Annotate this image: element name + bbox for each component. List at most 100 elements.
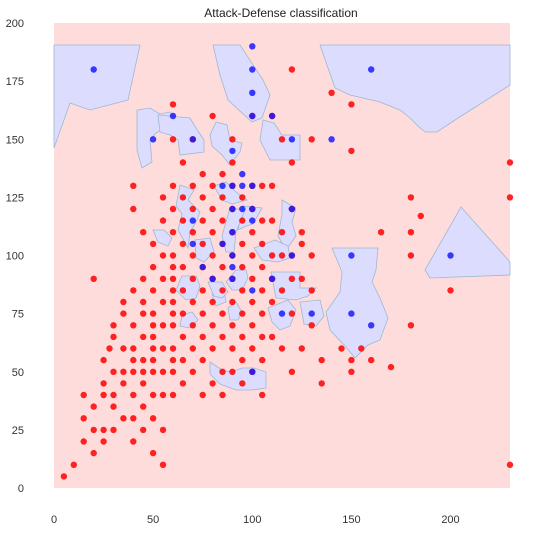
red-data-point: [189, 275, 196, 282]
red-data-point: [169, 252, 177, 259]
red-data-point: [159, 391, 167, 399]
blue-data-point: [368, 322, 375, 329]
red-data-point: [169, 182, 177, 189]
red-data-point: [100, 356, 107, 364]
red-data-point: [239, 356, 246, 364]
blue-decision-region: [319, 44, 511, 133]
red-data-point: [209, 322, 216, 329]
red-data-point: [259, 310, 266, 317]
red-data-point: [189, 322, 196, 329]
red-data-point: [106, 345, 113, 352]
red-data-point: [120, 298, 127, 306]
red-data-point: [169, 275, 177, 282]
blue-data-point: [249, 205, 256, 213]
blue-data-point: [249, 217, 256, 224]
red-data-point: [149, 310, 157, 317]
blue-data-point: [90, 66, 97, 73]
red-data-point: [100, 426, 107, 434]
red-data-point: [447, 287, 454, 294]
blue-data-point: [189, 136, 196, 143]
red-data-point: [149, 263, 157, 271]
red-data-point: [199, 391, 206, 399]
red-data-point: [259, 333, 266, 341]
red-data-point: [120, 380, 127, 387]
blue-data-point: [447, 252, 454, 259]
y-tick-label: 75: [12, 309, 24, 321]
red-data-point: [130, 287, 137, 294]
red-data-point: [417, 212, 424, 220]
red-data-point: [169, 345, 177, 352]
red-data-point: [219, 391, 226, 399]
red-data-point: [140, 426, 147, 434]
red-data-point: [149, 333, 157, 341]
red-data-point: [506, 194, 514, 201]
blue-data-point: [239, 182, 246, 189]
red-data-point: [60, 473, 68, 480]
blue-data-point: [249, 112, 256, 120]
red-data-point: [259, 287, 266, 294]
red-data-point: [268, 182, 276, 189]
red-data-point: [130, 345, 137, 352]
red-data-point: [199, 170, 206, 178]
red-data-point: [199, 194, 206, 201]
red-data-point: [149, 287, 157, 294]
red-data-point: [110, 426, 117, 434]
blue-data-point: [268, 275, 276, 282]
red-data-point: [268, 252, 276, 259]
red-data-point: [100, 380, 107, 387]
red-data-point: [209, 298, 216, 306]
red-data-point: [80, 415, 87, 422]
red-data-point: [100, 438, 107, 445]
blue-decision-region: [277, 199, 297, 251]
red-data-point: [179, 240, 187, 248]
red-data-point: [348, 147, 355, 155]
red-data-point: [348, 356, 355, 364]
red-data-point: [179, 217, 187, 224]
red-data-point: [249, 275, 256, 282]
red-data-point: [169, 205, 177, 213]
red-data-point: [169, 101, 177, 108]
red-data-point: [130, 368, 137, 375]
red-data-point: [219, 368, 226, 375]
red-data-point: [239, 380, 246, 387]
red-data-point: [189, 298, 196, 306]
blue-data-point: [278, 310, 286, 317]
red-data-point: [140, 275, 147, 282]
red-data-point: [110, 322, 117, 329]
red-data-point: [308, 287, 315, 294]
red-data-point: [130, 182, 137, 189]
red-data-point: [407, 252, 415, 259]
red-data-point: [219, 194, 226, 201]
y-tick-label: 0: [18, 483, 24, 495]
red-data-point: [209, 229, 216, 236]
red-data-point: [70, 461, 78, 468]
red-data-point: [179, 380, 187, 387]
red-data-point: [199, 333, 206, 341]
red-data-point: [80, 438, 87, 445]
blue-data-point: [249, 66, 256, 73]
red-data-point: [288, 66, 296, 73]
red-data-point: [328, 89, 335, 97]
blue-data-point: [308, 310, 315, 317]
red-data-point: [199, 240, 206, 248]
red-data-point: [229, 136, 236, 143]
red-data-point: [278, 229, 286, 236]
red-data-point: [159, 426, 167, 434]
red-data-point: [199, 287, 206, 294]
y-tick-label: 175: [6, 76, 24, 88]
blue-data-point: [229, 147, 236, 155]
blue-data-point: [169, 112, 177, 120]
blue-data-point: [199, 263, 206, 271]
red-data-point: [209, 252, 216, 259]
red-data-point: [288, 368, 296, 375]
blue-data-point: [239, 170, 246, 178]
red-data-point: [278, 252, 286, 259]
blue-data-point: [229, 263, 236, 271]
blue-data-point: [288, 136, 296, 143]
red-data-point: [259, 182, 266, 189]
red-data-point: [110, 403, 117, 410]
blue-class-points: [90, 43, 454, 375]
blue-data-point: [229, 182, 236, 189]
decision-regions: [53, 44, 511, 391]
blue-data-point: [288, 252, 296, 259]
